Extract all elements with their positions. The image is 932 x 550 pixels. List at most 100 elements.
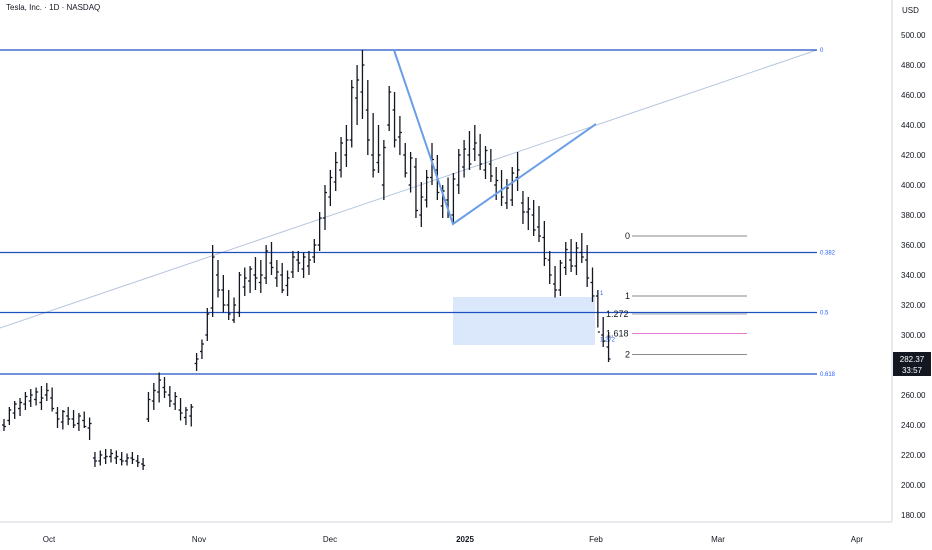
ohlc-bar [456,149,461,194]
ohlc-bar [344,125,349,167]
ohlc-bar [258,260,263,293]
ohlc-bar [216,260,220,298]
ohlc-bar [119,452,124,466]
ohlc-bar [167,386,172,407]
time-tick-label: 2025 [456,535,474,544]
fib-retracement[interactable]: 1 1.272 0 0.382 0.5 0.618 [0,48,836,378]
ohlc-bar [82,411,87,428]
price-tick-label: 300.00 [901,331,926,340]
fib-level-label: 0.5 [820,311,829,317]
pattern-zigzag-line[interactable] [393,49,597,226]
ohlc-bar [467,131,472,170]
price-tick-label: 320.00 [901,301,926,310]
price-tick-label: 340.00 [901,271,926,280]
ohlc-bar [274,260,279,287]
price-tick-label: 440.00 [901,121,926,130]
ohlc-bar [488,149,493,182]
price-tick-label: 380.00 [901,211,926,220]
time-tick-label: Nov [192,535,206,544]
ohlc-bar [579,233,584,263]
projection-level-label: 2 [625,350,630,360]
time-axis[interactable]: Oct Nov Dec 2025 Feb Mar Apr [43,535,864,544]
ohlc-bar [601,317,606,347]
price-axis[interactable]: 180.00200.00220.00240.00260.00280.00300.… [901,31,926,520]
ohlc-bar [483,146,488,179]
ohlc-bar [135,455,140,467]
ohlc-bar [462,140,467,178]
price-tick-label: 400.00 [901,181,926,190]
ohlc-bar [355,65,360,125]
zone-level-label: 1.272 [600,338,616,344]
price-tick-label: 220.00 [901,451,926,460]
projection-level-label: 1.618 [606,329,629,339]
projection-level-label: 1 [625,291,630,301]
ohlc-bar [478,134,483,170]
projection-level-label: 0 [625,231,630,241]
ohlc-bar [563,242,568,275]
ohlc-bar [242,267,247,296]
ohlc-bar [403,143,408,178]
ohlc-bar [253,257,258,290]
price-tick-label: 460.00 [901,91,926,100]
ohlc-bar [408,152,413,193]
ohlc-bar [569,239,574,272]
ohlc-bar [151,383,156,410]
ohlc-bar [306,251,311,275]
symbol-title: Tesla, Inc. · 1D · NASDAQ [6,3,101,12]
ohlc-bar [162,377,167,398]
ohlc-bar [553,266,558,298]
ohlc-bar [504,179,509,209]
ohlc-bar [323,185,327,230]
ohlc-bar [360,50,365,119]
price-tick-label: 200.00 [901,481,926,490]
ohlc-bar [2,419,6,431]
ohlc-bar [574,242,579,275]
time-tick-label: Mar [711,535,725,544]
ohlc-bar [189,404,194,427]
fib-level-label: 0.618 [820,372,836,378]
ohlc-bar [542,221,547,266]
ohlc-bar [526,197,531,230]
ohlc-bar [515,152,520,191]
ohlc-bar [130,452,135,464]
ohlc-bar [590,267,595,302]
ohlc-bar [595,290,600,333]
ohlc-bar [141,458,146,470]
price-tick-label: 500.00 [901,31,926,40]
ohlc-bar [248,266,253,293]
ohlc-bar [12,401,17,419]
ohlc-bar [205,308,210,341]
ohlc-bar [558,260,563,296]
ohlc-bar [371,113,376,178]
ohlc-bar [397,116,402,155]
ohlc-bar [221,275,226,313]
ohlc-bar [472,125,477,161]
ohlc-bar [520,191,525,224]
target-zone-rectangle[interactable] [453,297,595,345]
ohlc-bar [317,212,322,251]
ohlc-series [2,50,611,470]
time-tick-label: Oct [43,535,56,544]
ohlc-bar [194,353,199,371]
ohlc-bar [280,263,285,293]
ohlc-bar [55,407,60,428]
fib-level-label: 0 [820,48,824,54]
time-tick-label: Dec [323,535,337,544]
ohlc-bar [28,389,33,407]
ohlc-bar [71,410,76,428]
trend-line[interactable] [0,49,818,329]
ohlc-bar [146,392,151,422]
last-price-tag [893,352,931,376]
ohlc-bar [349,80,354,148]
ohlc-bar [419,182,424,227]
last-price-value: 282.37 [900,355,925,364]
ohlc-bar [76,413,81,431]
fib-extension-tool[interactable]: 0 1 1.272 1.618 2 [606,231,747,360]
ohlc-bar [199,339,204,359]
ohlc-bar [66,407,71,425]
time-tick-label: Apr [851,535,864,544]
ohlc-bar [312,239,317,263]
ohlc-bar [510,167,515,206]
currency-label: USD [902,6,919,15]
